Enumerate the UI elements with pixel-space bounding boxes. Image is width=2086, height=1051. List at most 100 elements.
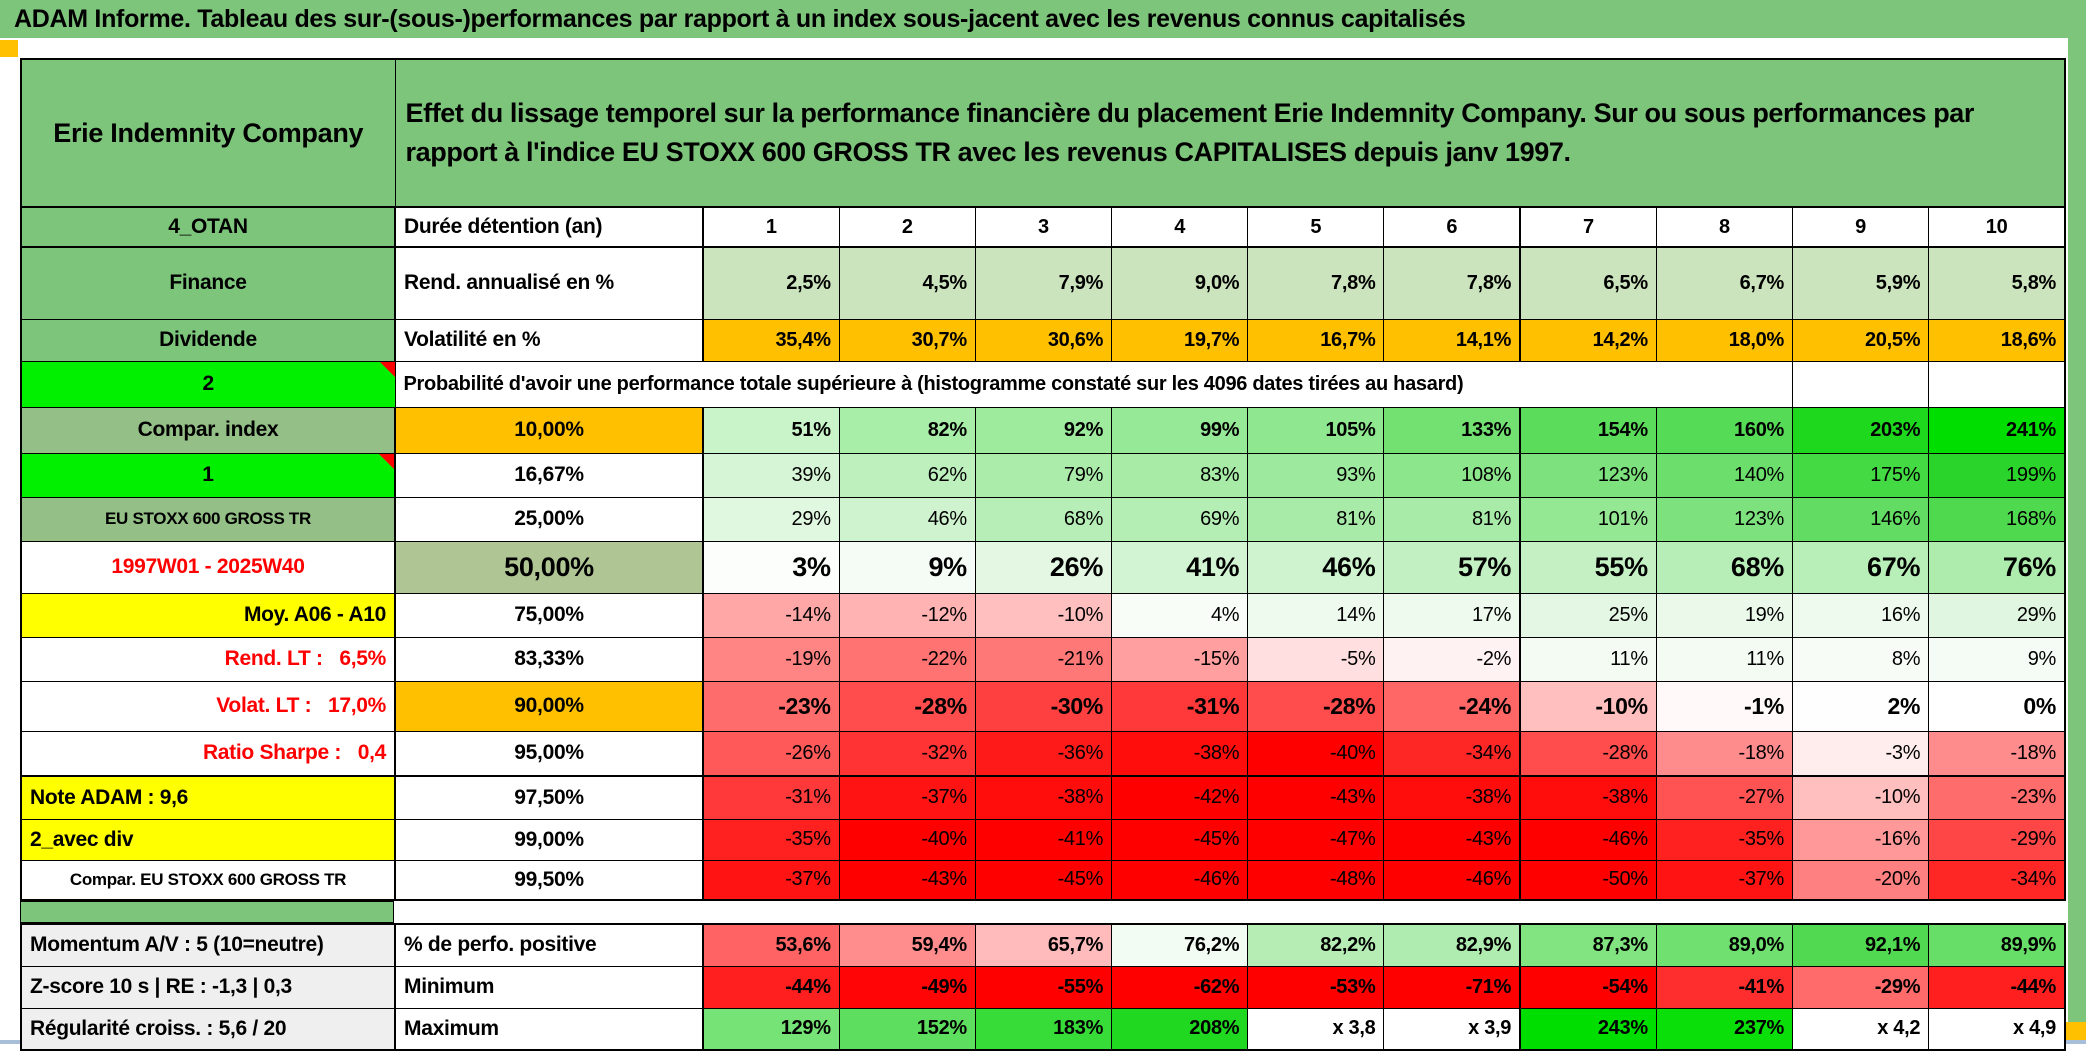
row-sublabel[interactable]: 99,50%: [394, 859, 704, 901]
value-cell[interactable]: 14,1%: [1383, 318, 1521, 362]
value-cell[interactable]: -2%: [1383, 636, 1521, 682]
value-cell[interactable]: 46%: [838, 496, 976, 542]
row-label[interactable]: 4_OTAN: [20, 206, 396, 248]
value-cell[interactable]: -24%: [1383, 680, 1521, 732]
value-cell[interactable]: -28%: [838, 680, 976, 732]
value-cell[interactable]: -50%: [1519, 859, 1657, 901]
value-cell[interactable]: 146%: [1791, 496, 1930, 542]
row-sublabel[interactable]: 10,00%: [394, 406, 704, 454]
row-sublabel[interactable]: Durée détention (an): [394, 206, 704, 248]
value-cell[interactable]: 29%: [702, 496, 840, 542]
value-cell[interactable]: -38%: [1111, 730, 1249, 777]
value-cell[interactable]: 69%: [1111, 496, 1249, 542]
value-cell[interactable]: 3: [974, 206, 1113, 248]
value-cell[interactable]: 51%: [702, 406, 840, 454]
value-cell[interactable]: -1%: [1655, 680, 1794, 732]
value-cell[interactable]: 1: [702, 206, 840, 248]
value-cell[interactable]: -54%: [1519, 965, 1657, 1009]
value-cell[interactable]: 87,3%: [1519, 923, 1657, 967]
row-sublabel[interactable]: 16,67%: [394, 452, 704, 498]
value-cell[interactable]: 208%: [1111, 1007, 1249, 1051]
row-sublabel[interactable]: 50,00%: [394, 540, 704, 594]
value-cell[interactable]: 7,9%: [974, 246, 1113, 320]
value-cell[interactable]: 7,8%: [1247, 246, 1385, 320]
value-cell[interactable]: -53%: [1247, 965, 1385, 1009]
value-cell[interactable]: 4,5%: [838, 246, 976, 320]
value-cell[interactable]: 6: [1383, 206, 1521, 248]
value-cell[interactable]: -5%: [1247, 636, 1385, 682]
value-cell[interactable]: -38%: [1519, 775, 1657, 820]
value-cell[interactable]: 82,2%: [1247, 923, 1385, 967]
row-sublabel[interactable]: Minimum: [394, 965, 704, 1009]
value-cell[interactable]: -34%: [1928, 859, 2066, 901]
value-cell[interactable]: -14%: [702, 592, 840, 638]
value-cell[interactable]: 160%: [1655, 406, 1794, 454]
value-cell[interactable]: -35%: [702, 818, 840, 861]
value-cell[interactable]: 2: [838, 206, 976, 248]
value-cell[interactable]: 29%: [1928, 592, 2066, 638]
value-cell[interactable]: -46%: [1519, 818, 1657, 861]
value-cell[interactable]: 203%: [1791, 406, 1930, 454]
value-cell[interactable]: 89,9%: [1928, 923, 2066, 967]
value-cell[interactable]: 59,4%: [838, 923, 976, 967]
value-cell[interactable]: 7,8%: [1383, 246, 1521, 320]
value-cell[interactable]: 168%: [1928, 496, 2066, 542]
value-cell[interactable]: -16%: [1791, 818, 1930, 861]
empty-cell[interactable]: [1928, 360, 2066, 408]
separator-cell[interactable]: [20, 901, 394, 923]
row-sublabel[interactable]: 75,00%: [394, 592, 704, 638]
value-cell[interactable]: 11%: [1655, 636, 1794, 682]
value-cell[interactable]: 57%: [1383, 540, 1521, 594]
value-cell[interactable]: -15%: [1111, 636, 1249, 682]
value-cell[interactable]: 129%: [702, 1007, 840, 1051]
value-cell[interactable]: 9%: [838, 540, 976, 594]
value-cell[interactable]: 6,5%: [1519, 246, 1657, 320]
value-cell[interactable]: -41%: [974, 818, 1113, 861]
value-cell[interactable]: 20,5%: [1791, 318, 1930, 362]
value-cell[interactable]: 35,4%: [702, 318, 840, 362]
value-cell[interactable]: 4: [1111, 206, 1249, 248]
value-cell[interactable]: -26%: [702, 730, 840, 777]
value-cell[interactable]: 175%: [1791, 452, 1930, 498]
value-cell[interactable]: 26%: [974, 540, 1113, 594]
value-cell[interactable]: -49%: [838, 965, 976, 1009]
value-cell[interactable]: -29%: [1928, 818, 2066, 861]
value-cell[interactable]: 152%: [838, 1007, 976, 1051]
value-cell[interactable]: 93%: [1247, 452, 1385, 498]
value-cell[interactable]: 25%: [1519, 592, 1657, 638]
value-cell[interactable]: 123%: [1655, 496, 1794, 542]
row-label[interactable]: Régularité croiss. : 5,6 / 20: [20, 1007, 396, 1051]
value-cell[interactable]: 83%: [1111, 452, 1249, 498]
value-cell[interactable]: 3%: [702, 540, 840, 594]
value-cell[interactable]: 62%: [838, 452, 976, 498]
row-sublabel[interactable]: 90,00%: [394, 680, 704, 732]
value-cell[interactable]: 183%: [974, 1007, 1113, 1051]
row-sublabel[interactable]: Volatilité en %: [394, 318, 704, 362]
value-cell[interactable]: -47%: [1247, 818, 1385, 861]
value-cell[interactable]: 39%: [702, 452, 840, 498]
value-cell[interactable]: -37%: [702, 859, 840, 901]
value-cell[interactable]: -31%: [1111, 680, 1249, 732]
value-cell[interactable]: 46%: [1247, 540, 1385, 594]
value-cell[interactable]: 89,0%: [1655, 923, 1794, 967]
row-label[interactable]: Compar. index: [20, 406, 396, 454]
row-label[interactable]: Rend. LT : 6,5%: [20, 636, 396, 682]
value-cell[interactable]: 108%: [1383, 452, 1521, 498]
value-cell[interactable]: 8: [1655, 206, 1794, 248]
value-cell[interactable]: 10: [1928, 206, 2066, 248]
value-cell[interactable]: -43%: [1383, 818, 1521, 861]
row-label[interactable]: 2: [20, 360, 396, 408]
value-cell[interactable]: 5,8%: [1928, 246, 2066, 320]
value-cell[interactable]: 41%: [1111, 540, 1249, 594]
row-sublabel[interactable]: Rend. annualisé en %: [394, 246, 704, 320]
value-cell[interactable]: -30%: [974, 680, 1113, 732]
value-cell[interactable]: 92%: [974, 406, 1113, 454]
value-cell[interactable]: -10%: [974, 592, 1113, 638]
value-cell[interactable]: 5,9%: [1791, 246, 1930, 320]
value-cell[interactable]: 11%: [1519, 636, 1657, 682]
value-cell[interactable]: 9,0%: [1111, 246, 1249, 320]
value-cell[interactable]: -44%: [1928, 965, 2066, 1009]
value-cell[interactable]: 16%: [1791, 592, 1930, 638]
row-label[interactable]: Volat. LT : 17,0%: [20, 680, 396, 732]
value-cell[interactable]: 76,2%: [1111, 923, 1249, 967]
